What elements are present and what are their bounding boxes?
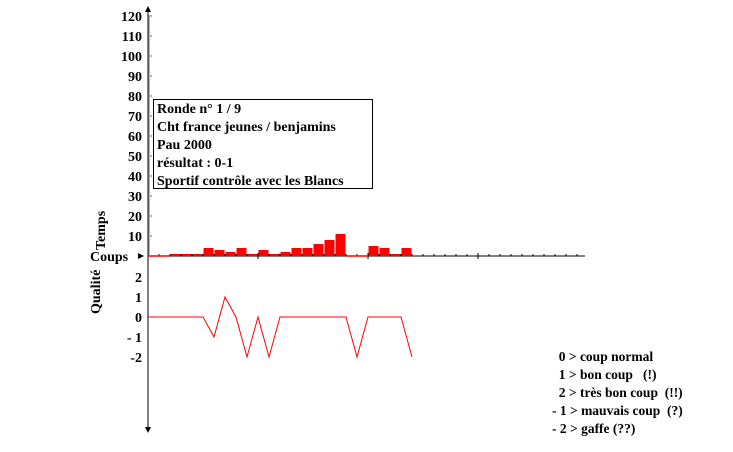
legend-item: - 1 > mauvais coup (?) [552, 403, 683, 418]
time-bar [247, 254, 258, 256]
y-tick-label: 100 [121, 50, 142, 65]
time-bar [291, 248, 302, 256]
y-tick-label: 70 [128, 110, 142, 125]
player-text: Sportif contrôle avec les Blancs [157, 174, 344, 189]
time-bar [269, 254, 280, 256]
legend-item: 2 > très bon coup (!!) [552, 385, 683, 400]
time-bar [181, 254, 192, 256]
y-tick-label: 0 [135, 311, 142, 326]
y-tick-label: 90 [128, 70, 142, 85]
game-info-box: Ronde n° 1 / 9 Cht france jeunes / benja… [153, 99, 373, 189]
tournament-text: Cht france jeunes / benjamins [157, 120, 336, 135]
y-tick-label: 120 [121, 10, 142, 25]
quality-series [148, 295, 413, 359]
y-tick-label: -2 [130, 351, 142, 366]
time-bar [280, 252, 291, 256]
location-text: Pau 2000 [157, 138, 212, 153]
time-bar [170, 254, 181, 256]
time-bar [203, 248, 214, 256]
time-bar [302, 248, 313, 256]
y-tick-label: 10 [128, 230, 142, 245]
y-tick-label: 2 [135, 271, 142, 286]
legend-item: 1 > bon coup (!) [552, 367, 657, 382]
y-axis-label-quality: Qualité [89, 270, 104, 314]
y-tick-label: 20 [128, 210, 142, 225]
y-tick-label: 1 [135, 291, 142, 306]
y-tick-label: 40 [128, 170, 142, 185]
time-bar [390, 254, 401, 256]
legend-item: 0 > coup normal [552, 349, 654, 364]
time-bar [258, 250, 269, 256]
axes [138, 6, 585, 433]
axis-labels: Temps Qualité Coups 10203040506070809010… [89, 10, 142, 366]
x-axis-label-moves: Coups [90, 250, 129, 265]
arrow-up-icon [145, 6, 151, 12]
y-tick-label: 30 [128, 190, 142, 205]
time-bar [324, 240, 335, 256]
time-bar [379, 248, 390, 256]
time-bar [335, 234, 346, 256]
y-tick-label: 110 [122, 30, 142, 45]
y-tick-label: - 1 [127, 331, 142, 346]
time-bar [225, 252, 236, 256]
y-tick-label: 60 [128, 130, 142, 145]
time-bar [236, 248, 247, 256]
y-tick-label: 80 [128, 90, 142, 105]
quality-line [148, 295, 413, 359]
legend-item: - 2 > gaffe (??) [552, 421, 636, 436]
time-bar [401, 248, 412, 256]
round-text: Ronde n° 1 / 9 [157, 102, 242, 117]
arrow-down-icon [145, 427, 151, 433]
quality-legend: 0 > coup normal 1 > bon coup (!) 2 > trè… [552, 348, 683, 438]
y-tick-label: 50 [128, 150, 142, 165]
result-text: résultat : 0-1 [157, 156, 234, 171]
time-bars [148, 234, 412, 257]
time-bar [192, 254, 203, 256]
arrow-right-icon [138, 253, 144, 259]
y-axis-label-time: Temps [94, 210, 109, 250]
time-bar [214, 250, 225, 256]
time-bar [313, 244, 324, 256]
time-bar [368, 246, 379, 256]
